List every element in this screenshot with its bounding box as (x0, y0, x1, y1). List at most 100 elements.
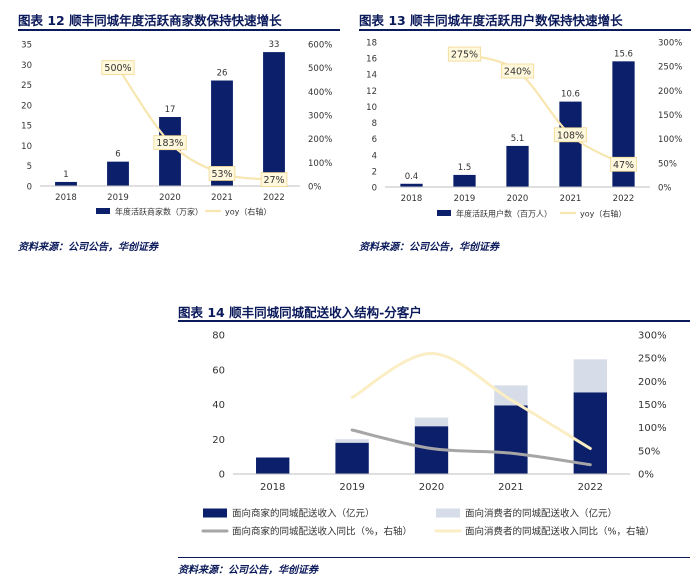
bar-data-label: 15.6 (614, 49, 633, 59)
bar-data-label: 6 (115, 150, 120, 160)
chart-panel-12: 图表 12 顺丰同城年度活跃商家数保持快速增长 0 5 10 15 20 25 30 35 0%… (0, 0, 345, 260)
x-tick-label: 2020 (159, 193, 181, 203)
x-tick-label: 2020 (419, 482, 444, 493)
title-rule-13 (359, 29, 691, 31)
legend-label: 年度活跃用户数（百万人） (456, 209, 552, 219)
x-tick-label: 2021 (498, 482, 523, 493)
y2-tick-label: 100% (638, 423, 667, 434)
yoy-data-label: 275% (451, 50, 478, 61)
legend-swatch (436, 508, 460, 518)
x-tick-label: 2022 (263, 193, 285, 203)
bar (573, 392, 607, 474)
bar-data-label: 10.6 (561, 90, 580, 100)
legend-label: 面向消费者的同城配送收入同比（%，右轴） (465, 526, 655, 538)
y-tick-label: 40 (212, 400, 225, 411)
yoy-label-box (260, 172, 288, 188)
series-line (463, 52, 625, 166)
source-note-13: 资料来源：公司公告，华创证券 (359, 242, 499, 253)
yoy-data-label: 183% (156, 138, 183, 149)
y-tick-label: 80 (212, 331, 225, 342)
legend-swatch (96, 208, 110, 214)
x-tick-label: 2022 (578, 482, 603, 493)
y-tick-label: 60 (212, 365, 225, 376)
y2-tick-label: 50% (638, 446, 660, 457)
source-note-14: 资料来源：公司公告，华创证券 (178, 565, 318, 576)
chart-title-12: 图表 12 顺丰同城年度活跃商家数保持快速增长 (18, 13, 282, 28)
x-tick-label: 2021 (560, 194, 582, 204)
y-tick-label: 30 (21, 61, 32, 71)
chart-13-svg: 0 2 4 6 8 10 12 14 16 18 0% 50% 100% 150% 200% 250% 300%… (366, 39, 682, 219)
yoy-data-label: 108% (557, 130, 584, 141)
bar-data-label: 1 (63, 170, 68, 180)
y2-tick-label: 400% (308, 88, 332, 98)
bar-data-label: 1.5 (458, 163, 472, 173)
y-tick-label: 0 (372, 184, 377, 194)
bottom-rule-14 (178, 557, 690, 558)
yoy-label-box (447, 46, 482, 62)
bar (55, 181, 77, 186)
y-tick-label: 20 (212, 435, 225, 446)
y-tick-label: 25 (21, 81, 32, 91)
title-rule-14 (178, 320, 690, 322)
bar (494, 405, 528, 474)
yoy-data-label: 27% (263, 175, 284, 186)
y2-tick-label: 200% (308, 135, 332, 145)
y2-tick-label: 300% (638, 331, 667, 342)
x-tick-label: 2019 (339, 482, 364, 493)
bar-data-label: 33 (269, 40, 280, 50)
source-note-12: 资料来源：公司公告，华创证券 (18, 242, 158, 253)
x-tick-label: 2020 (507, 194, 529, 204)
yoy-label-box (553, 127, 588, 143)
yoy-data-label: 240% (504, 67, 531, 78)
chart-12-svg: 0 5 10 15 20 25 30 35 0% 100% 200% 300% 400% 500% 600%… (21, 40, 332, 217)
yoy-data-label: 47% (613, 160, 634, 171)
y-tick-label: 14 (366, 71, 377, 81)
bar (256, 457, 290, 474)
y-tick-label: 18 (366, 39, 377, 49)
y-tick-label: 20 (21, 101, 32, 111)
bar (506, 145, 529, 187)
y-tick-label: 0 (27, 183, 32, 193)
y2-tick-label: 0% (308, 183, 322, 193)
y-tick-label: 10 (366, 103, 377, 113)
yoy-data-label: 53% (211, 169, 232, 180)
y-tick-label: 8 (372, 119, 377, 129)
chart-14-svg: 0 20 40 60 80 0% 50% 100% 150% 200% 250% 300% 2018 20… (201, 331, 667, 538)
y-tick-label: 10 (21, 142, 32, 152)
bar (573, 359, 607, 393)
legend-label: yoy（右轴） (225, 207, 271, 217)
bar (453, 174, 476, 187)
chart-panel-14: 图表 14 顺丰同城同城配送收入结构-分客户 0 20 40 60 80 0% 50% 100… (170, 298, 700, 580)
y2-tick-label: 300% (658, 39, 682, 49)
y2-tick-label: 150% (638, 400, 667, 411)
x-tick-label: 2018 (260, 482, 285, 493)
y2-tick-label: 600% (308, 41, 332, 51)
bar (335, 439, 369, 443)
y-tick-label: 0 (219, 470, 225, 481)
bar (612, 61, 635, 187)
chart-title-13: 图表 13 顺丰同城年度活跃用户数保持快速增长 (359, 13, 623, 28)
bar-data-label: 17 (165, 105, 176, 115)
bar-data-label: 0.4 (405, 172, 419, 182)
series-line (116, 66, 276, 181)
y2-tick-label: 50% (658, 159, 677, 169)
bar (335, 442, 369, 474)
chart-panel-13: 图表 13 顺丰同城年度活跃用户数保持快速增长 0 2 4 6 8 10 12 14 16 18 0… (345, 0, 700, 260)
yoy-label-box (610, 156, 637, 172)
y2-tick-label: 500% (308, 64, 332, 74)
bar (559, 101, 582, 187)
bar (400, 183, 423, 187)
y2-tick-label: 150% (658, 111, 682, 121)
x-tick-label: 2019 (454, 194, 476, 204)
legend-label: 面向消费者的同城配送收入（亿元） (465, 508, 617, 520)
yoy-label-box (153, 135, 187, 151)
bar (107, 161, 129, 186)
x-tick-label: 2018 (55, 193, 77, 203)
y2-tick-label: 200% (638, 377, 667, 388)
y-tick-label: 12 (366, 87, 377, 97)
y2-tick-label: 250% (638, 354, 667, 365)
y-tick-label: 15 (21, 122, 32, 132)
legend-swatch (203, 508, 227, 518)
x-tick-label: 2022 (613, 194, 635, 204)
bar (414, 417, 449, 427)
